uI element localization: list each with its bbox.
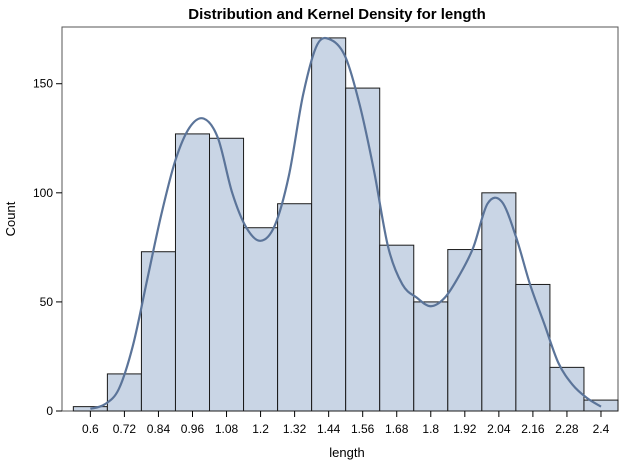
x-tick-label-13: 2.16 — [521, 422, 545, 436]
y-tick-label-2: 100 — [33, 186, 53, 200]
y-axis: 0 50 100 150 — [33, 77, 62, 418]
histogram-bar-4 — [209, 137, 245, 412]
histogram-bar-13 — [515, 283, 551, 412]
x-tick-label-7: 1.44 — [317, 422, 341, 436]
histogram-bar-5 — [243, 227, 279, 412]
x-axis: 0.6 0.72 0.84 0.96 1.08 1.2 1.32 1.44 1.56 1.68 1.… — [82, 411, 610, 436]
x-tick-label-6: 1.32 — [283, 422, 307, 436]
histogram-bar-2 — [140, 251, 176, 412]
x-tick-label-9: 1.68 — [385, 422, 409, 436]
x-tick-label-11: 1.92 — [453, 422, 477, 436]
bars-group — [72, 37, 619, 412]
density-curve-group — [90, 36, 602, 410]
histogram-bar-1 — [106, 373, 142, 412]
x-tick-label-1: 0.72 — [113, 422, 137, 436]
histogram-bar-7 — [311, 37, 347, 412]
x-tick-label-0: 0.6 — [82, 422, 99, 436]
x-tick-label-5: 1.2 — [252, 422, 269, 436]
x-tick-label-4: 1.08 — [215, 422, 239, 436]
x-axis-label: length — [329, 445, 364, 460]
histogram-bar-11 — [447, 249, 483, 412]
x-tick-label-12: 2.04 — [487, 422, 511, 436]
y-tick-label-3: 150 — [33, 77, 53, 91]
y-axis-label: Count — [3, 201, 18, 236]
histogram-bar-10 — [413, 301, 449, 412]
histogram-bar-9 — [379, 244, 415, 412]
histogram-bar-3 — [174, 133, 211, 412]
y-tick-label-0: 0 — [46, 404, 53, 418]
histogram-bar-8 — [345, 87, 381, 412]
x-tick-label-8: 1.56 — [351, 422, 375, 436]
x-tick-label-10: 1.8 — [422, 422, 439, 436]
chart-title: Distribution and Kernel Density for leng… — [188, 6, 486, 23]
histogram-bar-12 — [481, 192, 517, 412]
y-tick-label-1: 50 — [40, 295, 54, 309]
x-tick-label-14: 2.28 — [555, 422, 579, 436]
kernel-density-line — [90, 36, 602, 410]
histogram-bar-14 — [549, 366, 585, 412]
histogram-bar-6 — [277, 203, 313, 412]
x-tick-label-2: 0.84 — [147, 422, 171, 436]
x-tick-label-3: 0.96 — [181, 422, 205, 436]
x-tick-label-15: 2.4 — [593, 422, 610, 436]
